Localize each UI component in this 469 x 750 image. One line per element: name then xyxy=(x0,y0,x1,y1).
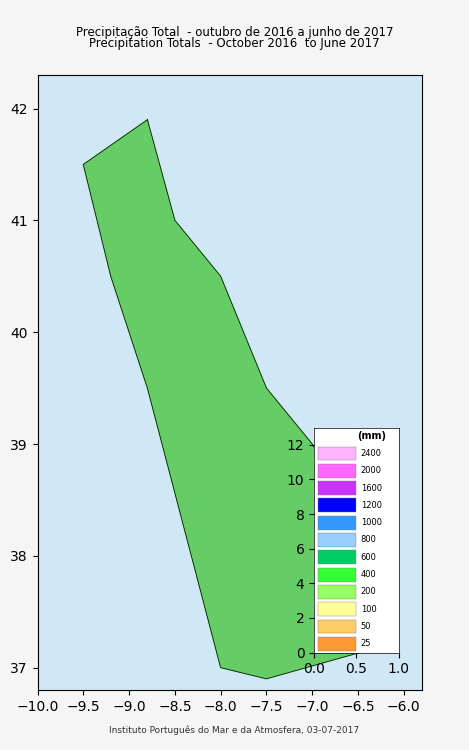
Text: 1200: 1200 xyxy=(361,501,382,510)
Bar xyxy=(318,620,356,634)
Text: 800: 800 xyxy=(361,536,377,544)
Bar xyxy=(318,550,356,564)
Text: 2400: 2400 xyxy=(361,449,382,458)
Text: 200: 200 xyxy=(361,587,377,596)
Bar xyxy=(318,446,356,460)
Text: 25: 25 xyxy=(361,639,371,648)
Polygon shape xyxy=(83,120,386,679)
Bar xyxy=(318,499,356,512)
Bar xyxy=(318,516,356,530)
Bar xyxy=(318,602,356,616)
Text: 1000: 1000 xyxy=(361,518,382,527)
Bar xyxy=(318,464,356,478)
Text: Instituto Português do Mar e da Atmosfera, 03-07-2017: Instituto Português do Mar e da Atmosfer… xyxy=(109,725,360,735)
Bar xyxy=(318,637,356,651)
Text: 50: 50 xyxy=(361,622,371,631)
Bar xyxy=(318,533,356,547)
Bar xyxy=(318,585,356,598)
Text: 1600: 1600 xyxy=(361,484,382,493)
Text: (mm): (mm) xyxy=(357,431,386,441)
Text: Precipitação Total  - outubro de 2016 a junho de 2017: Precipitação Total - outubro de 2016 a j… xyxy=(76,26,393,39)
Text: 600: 600 xyxy=(361,553,377,562)
Text: 100: 100 xyxy=(361,604,377,613)
Text: 400: 400 xyxy=(361,570,377,579)
Text: Precipitation Totals  - October 2016  to June 2017: Precipitation Totals - October 2016 to J… xyxy=(89,38,380,50)
Bar xyxy=(318,482,356,495)
Bar xyxy=(318,568,356,581)
Text: 2000: 2000 xyxy=(361,466,382,476)
